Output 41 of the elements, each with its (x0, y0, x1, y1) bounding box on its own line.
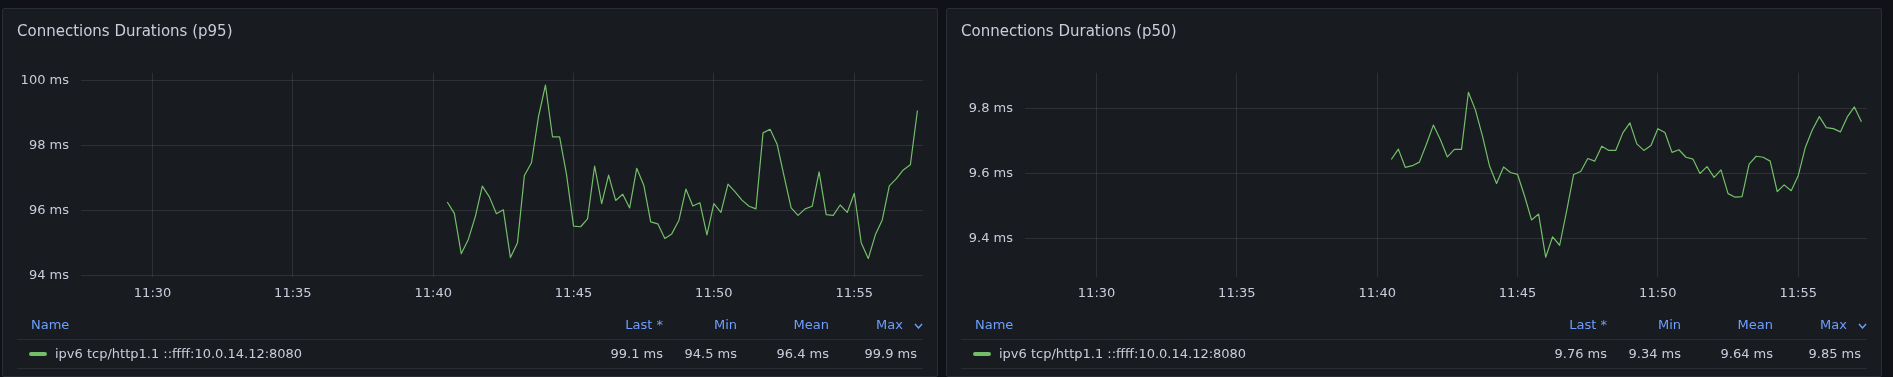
y-tick-label: 9.4 ms (968, 229, 1014, 245)
text: 99.9 ms (864, 346, 917, 361)
text: Max (876, 317, 903, 332)
text: 9.85 ms (1808, 346, 1861, 361)
y-tick-label: 9.8 ms (968, 99, 1014, 115)
text: 99.1 ms (610, 346, 663, 361)
x-tick-label: 11:45 (1498, 284, 1537, 300)
text: 9.64 ms (1720, 346, 1773, 361)
x-tick-label: 11:30 (1077, 284, 1116, 300)
text: 9.76 ms (1554, 346, 1607, 361)
y-tick-label: 98 ms (28, 137, 70, 153)
text: Name (975, 317, 1014, 332)
text: 9.34 ms (1628, 346, 1681, 361)
text: Min (1657, 317, 1681, 332)
y-tick-label: 9.6 ms (968, 164, 1014, 180)
x-tick-label: 11:40 (1358, 284, 1397, 300)
text: Mean (1737, 317, 1773, 332)
legend-label: ipv6 tcp/http1.1 ::ffff:10.0.14.12:8080 (999, 346, 1247, 361)
text: Min (713, 317, 737, 332)
x-tick-label: 11:45 (554, 284, 593, 300)
text: Last * (625, 317, 663, 332)
text: Max (1820, 317, 1847, 332)
text: Last * (1569, 317, 1607, 332)
text: Mean (793, 317, 829, 332)
x-tick-label: 11:50 (1639, 284, 1677, 300)
x-tick-label: 11:40 (414, 284, 453, 300)
x-tick-label: 11:35 (1218, 284, 1256, 300)
legend-label: ipv6 tcp/http1.1 ::ffff:10.0.14.12:8080 (55, 346, 303, 361)
y-tick-label: 100 ms (20, 72, 70, 88)
x-tick-label: 11:55 (835, 284, 874, 300)
y-tick-label: 96 ms (28, 202, 70, 218)
text: Name (31, 317, 70, 332)
x-tick-label: 11:35 (274, 284, 312, 300)
x-tick-label: 11:55 (1779, 284, 1818, 300)
chart-title: Connections Durations (p50) (961, 22, 1177, 40)
y-tick-label: 94 ms (28, 267, 70, 283)
x-tick-label: 11:50 (695, 284, 733, 300)
text: 94.5 ms (684, 346, 737, 361)
chart-title: Connections Durations (p95) (17, 22, 233, 40)
text: 96.4 ms (776, 346, 829, 361)
x-tick-label: 11:30 (133, 284, 172, 300)
